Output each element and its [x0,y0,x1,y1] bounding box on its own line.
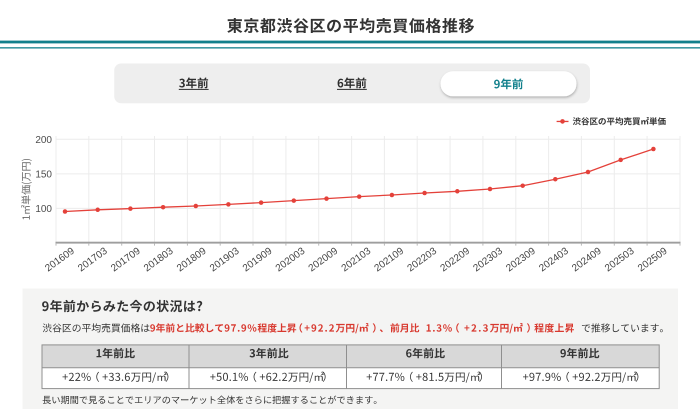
svg-text:100: 100 [35,204,52,215]
svg-text:200: 200 [35,135,52,146]
svg-text:150: 150 [35,170,52,181]
